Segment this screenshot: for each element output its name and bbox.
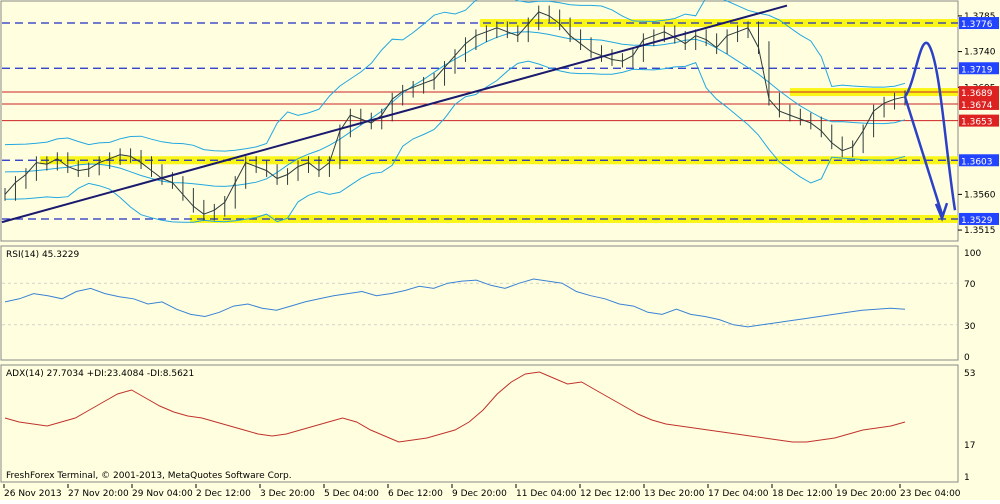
price-tick-label-0: 1.3785 [964, 12, 996, 22]
x-axis-label-12: 18 Dec 12:00 [772, 489, 833, 499]
rsi-tick-2: 30 [964, 322, 976, 332]
rsi-tick-1: 70 [964, 280, 976, 290]
rsi-title: RSI(14) 45.3229 [6, 250, 79, 260]
price-tick-label-7: 1.3653 [961, 118, 993, 128]
x-axis-label-13: 19 Dec 20:00 [836, 489, 897, 499]
price-tick-label-1: 1.3776 [961, 20, 993, 30]
forecast-arrowhead [934, 202, 949, 222]
price-label-box-6 [959, 97, 999, 110]
price-tick-label-8: 1.3603 [961, 157, 993, 167]
adx-line [4, 371, 906, 443]
adx-tick-0: 53 [964, 369, 975, 379]
bollinger-lower [4, 60, 906, 223]
x-axis-label-14: 23 Dec 04:00 [900, 489, 961, 499]
rsi-tick-0: 100 [964, 249, 981, 259]
adx-tick-1: 17 [964, 441, 975, 451]
bollinger-upper [4, 0, 906, 152]
x-axis-label-5: 5 Dec 04:00 [324, 489, 379, 499]
price-label-box-8 [959, 154, 999, 167]
trendline [1, 4, 788, 224]
x-axis-label-1: 27 Nov 20:00 [68, 489, 129, 499]
forecast-arrow-up-down [903, 41, 957, 211]
adx-panel-frame [0, 364, 959, 483]
price-label-box-3 [959, 62, 999, 75]
x-axis-label-6: 6 Dec 12:00 [388, 489, 443, 499]
price-tick-label-11: 1.3515 [964, 226, 996, 236]
price-label-box-7 [959, 114, 999, 127]
rsi-line [4, 278, 906, 328]
adx-tick-2: 1 [964, 473, 970, 483]
price-label-box-1 [959, 17, 999, 30]
x-axis-label-2: 29 Nov 04:00 [132, 489, 193, 499]
price-tick-label-2: 1.3740 [964, 48, 996, 58]
forecast-arrow-down [903, 96, 944, 215]
x-axis-label-9: 12 Dec 12:00 [580, 489, 641, 499]
x-axis-label-3: 2 Dec 12:00 [196, 489, 251, 499]
price-tick-label-6: 1.3674 [961, 101, 993, 111]
price-line [4, 11, 906, 215]
x-axis-label-10: 13 Dec 20:00 [644, 489, 705, 499]
rsi-tick-3: 0 [964, 353, 970, 363]
price-label-box-10 [959, 212, 999, 225]
price-tick-label-9: 1.3560 [964, 190, 996, 200]
adx-title: ADX(14) 27.7034 +DI:23.4084 -DI:8.5621 [6, 369, 194, 379]
price-tick-label-10: 1.3529 [961, 216, 993, 226]
x-axis-label-8: 11 Dec 04:00 [516, 489, 577, 499]
price-label-box-5 [959, 86, 999, 99]
watermark-text: FreshForex Terminal, © 2001-2013, MetaQu… [6, 471, 292, 481]
price-tick-label-3: 1.3719 [961, 65, 993, 75]
x-axis-label-4: 3 Dec 20:00 [260, 489, 315, 499]
price-tick-label-5: 1.3689 [961, 89, 993, 99]
x-axis-label-7: 9 Dec 20:00 [452, 489, 507, 499]
x-axis-label-0: 26 Nov 2013 [4, 489, 62, 499]
rsi-panel-frame [0, 245, 959, 361]
x-axis-label-11: 17 Dec 04:00 [708, 489, 769, 499]
